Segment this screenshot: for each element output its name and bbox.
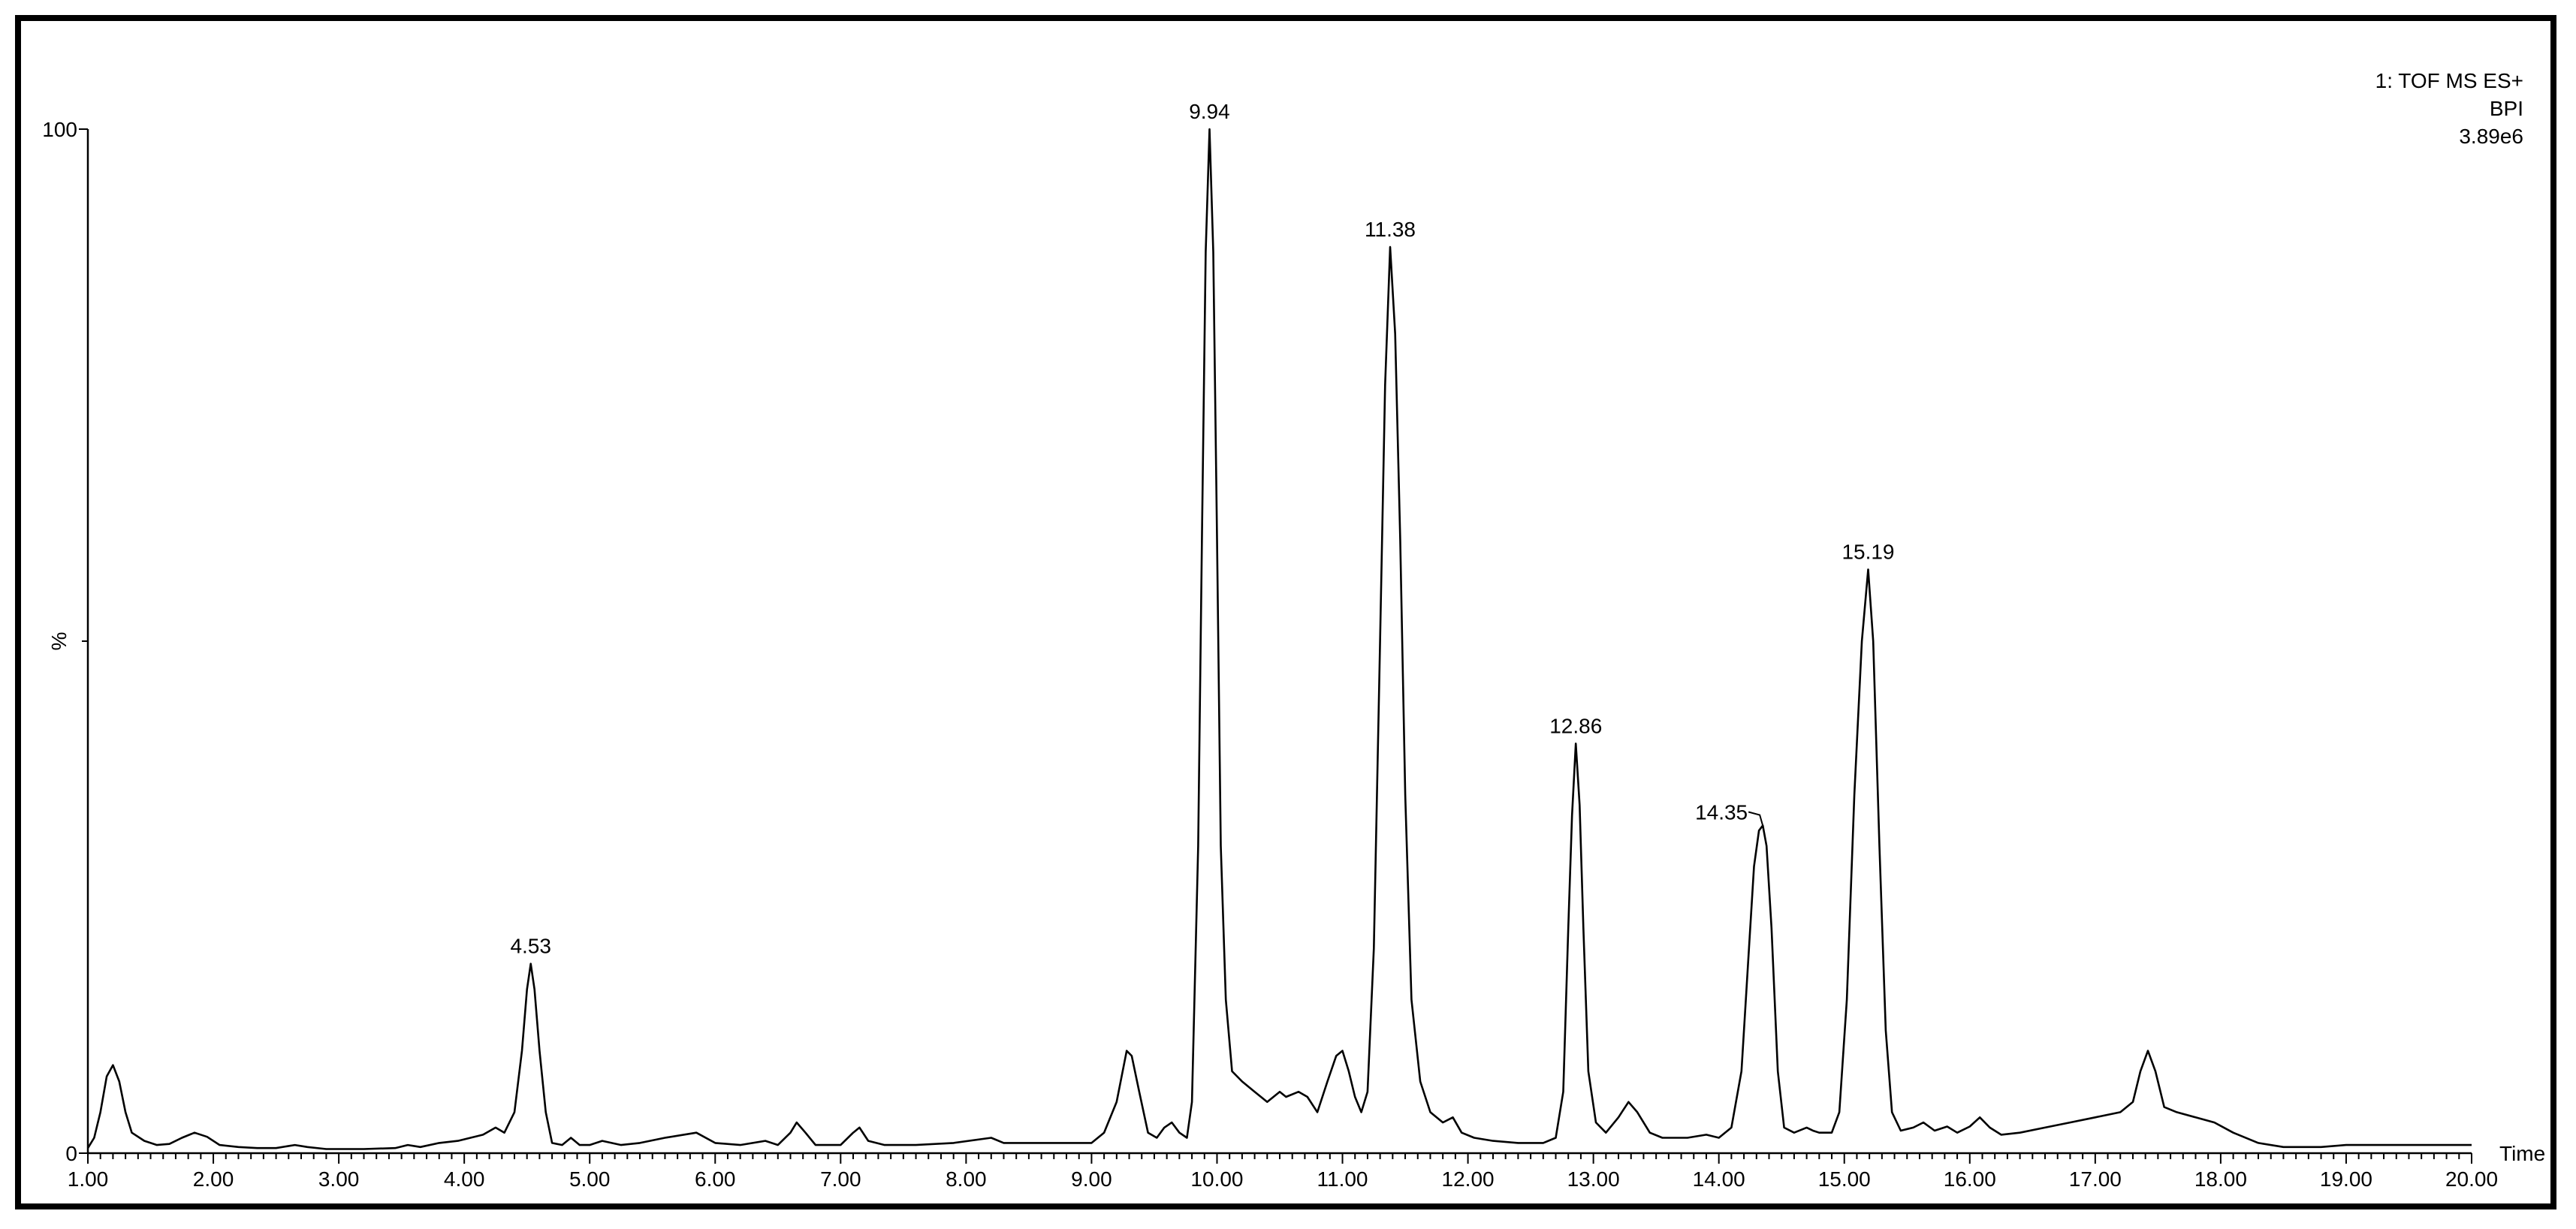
- peak-label: 4.53: [510, 935, 551, 958]
- peak-label: 9.94: [1189, 100, 1230, 123]
- chart-title-line-1: 1: TOF MS ES+: [2375, 69, 2523, 92]
- peak-label: 15.19: [1842, 541, 1894, 564]
- x-tick-label: 12.00: [1442, 1167, 1495, 1191]
- x-tick-label: 6.00: [695, 1167, 736, 1191]
- x-tick-label: 19.00: [2320, 1167, 2372, 1191]
- chromatogram-frame: 1.00 2.00 3.00 4.00 5.00 6.00 7.00 8.00 9.00 10.0…: [15, 15, 2556, 1209]
- x-tick-label: 17.00: [2069, 1167, 2122, 1191]
- bpi-trace: [86, 128, 2472, 1150]
- peak-label: 11.38: [1365, 218, 1416, 241]
- x-tick-label: 2.00: [193, 1167, 234, 1191]
- x-axis-label: Time: [2499, 1142, 2545, 1165]
- peak-labels: 4.53 9.94 11.38 12.86 14.35 15.19: [510, 100, 1894, 958]
- chart-title-line-2: BPI: [2490, 97, 2523, 120]
- x-tick-label: 13.00: [1567, 1167, 1620, 1191]
- x-tick-label: 7.00: [820, 1167, 861, 1191]
- x-tick-label: 16.00: [1944, 1167, 1996, 1191]
- peak-label: 12.86: [1549, 714, 1602, 737]
- chromatogram-chart: 1.00 2.00 3.00 4.00 5.00 6.00 7.00 8.00 9.00 10.0…: [42, 69, 2545, 1191]
- ticks: 1.00 2.00 3.00 4.00 5.00 6.00 7.00 8.00 9.00 10.0…: [42, 118, 2498, 1191]
- peak-leader-line: [1748, 811, 1764, 826]
- peak-label: 14.35: [1695, 801, 1748, 824]
- x-tick-label: 20.00: [2445, 1167, 2498, 1191]
- y-axis-label: %: [47, 632, 71, 651]
- x-tick-label: 9.00: [1071, 1167, 1112, 1191]
- x-tick-label: 15.00: [1818, 1167, 1871, 1191]
- y-tick-label: 100: [42, 118, 77, 141]
- x-tick-label: 4.00: [444, 1167, 485, 1191]
- x-tick-label: 14.00: [1693, 1167, 1745, 1191]
- x-tick-label: 3.00: [318, 1167, 360, 1191]
- y-tick-label: 0: [65, 1142, 77, 1165]
- chart-title-line-3: 3.89e6: [2459, 125, 2523, 148]
- x-tick-label: 18.00: [2194, 1167, 2247, 1191]
- x-tick-label: 10.00: [1190, 1167, 1243, 1191]
- x-tick-label: 11.00: [1317, 1167, 1368, 1191]
- x-tick-label: 5.00: [569, 1167, 611, 1191]
- x-tick-label: 8.00: [946, 1167, 987, 1191]
- x-tick-label: 1.00: [68, 1167, 109, 1191]
- axes: [86, 129, 2472, 1155]
